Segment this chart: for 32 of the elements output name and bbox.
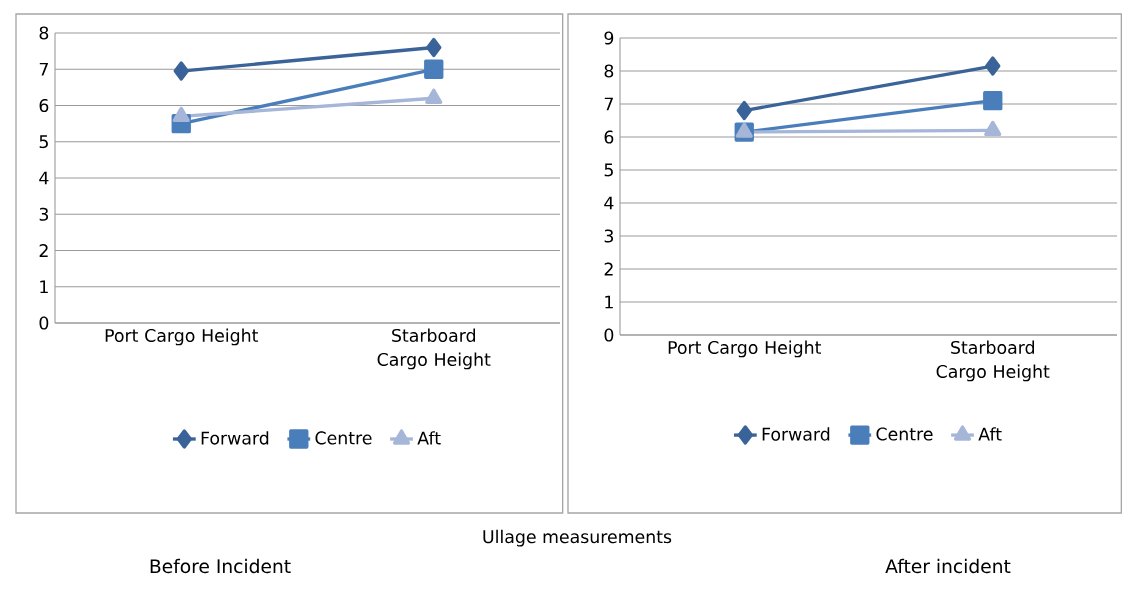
y-tick-label: 5: [604, 163, 613, 177]
y-tick-label: 2: [39, 244, 48, 257]
legend-label: Centre: [876, 427, 933, 441]
y-tick-label: 9: [604, 31, 614, 45]
x-tick-label: Port Cargo Height: [105, 328, 259, 346]
y-tick-label: 0: [604, 328, 614, 342]
y-tick-label: 7: [39, 62, 48, 76]
y-tick-label: 7: [604, 97, 613, 111]
y-tick-label: 4: [604, 196, 614, 210]
y-tick-label: 1: [40, 280, 48, 294]
x-tick-label: Starboard Cargo Height: [936, 340, 1050, 382]
x-tick-label: Port Cargo Height: [668, 340, 822, 358]
x-tick-label: Starboard Cargo Height: [377, 328, 491, 370]
y-tick-label: 8: [604, 64, 614, 78]
legend-label: Forward: [762, 427, 830, 441]
y-tick-label: 1: [605, 295, 613, 309]
y-tick-label: 8: [39, 26, 49, 40]
legend-label: Aft: [417, 431, 441, 445]
legend-label: Aft: [978, 427, 1002, 441]
y-tick-label: 3: [604, 229, 614, 243]
y-tick-label: 2: [604, 262, 613, 276]
legend-label: Forward: [201, 431, 269, 445]
text: Before Incident: [150, 558, 291, 574]
text: Ullage measurements: [483, 529, 672, 547]
y-tick-label: 5: [39, 135, 48, 149]
y-tick-label: 6: [604, 130, 614, 144]
legend-label: Centre: [315, 431, 372, 445]
text: After incident: [885, 558, 1011, 574]
y-tick-label: 4: [39, 171, 49, 185]
y-tick-label: 3: [39, 207, 49, 221]
y-tick-label: 6: [39, 98, 49, 113]
y-tick-label: 0: [39, 316, 49, 330]
